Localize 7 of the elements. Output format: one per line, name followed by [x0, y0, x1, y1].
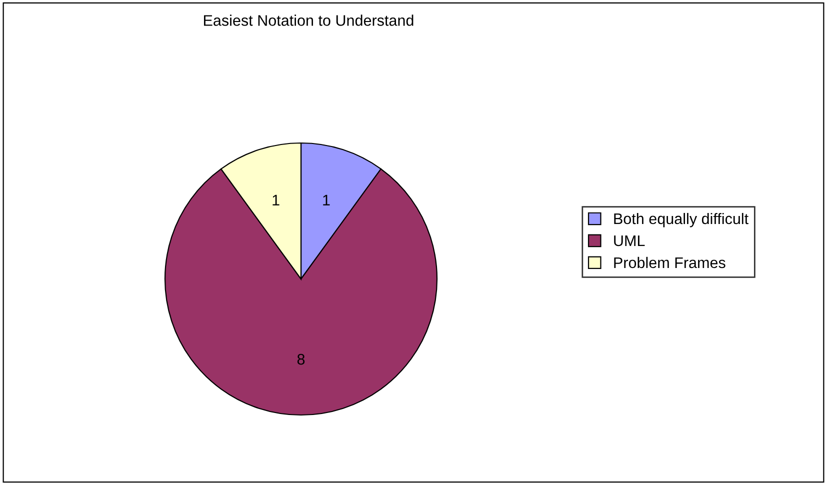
data-label: 1: [323, 194, 330, 206]
data-label: 8: [297, 354, 305, 365]
legend-label: UML: [614, 235, 645, 246]
legend-label: Problem Frames: [614, 256, 726, 268]
legend-label: Both equally difficult: [614, 212, 748, 228]
chart-title: Easiest Notation to Understand: [204, 14, 414, 26]
data-label: 1: [272, 194, 280, 206]
